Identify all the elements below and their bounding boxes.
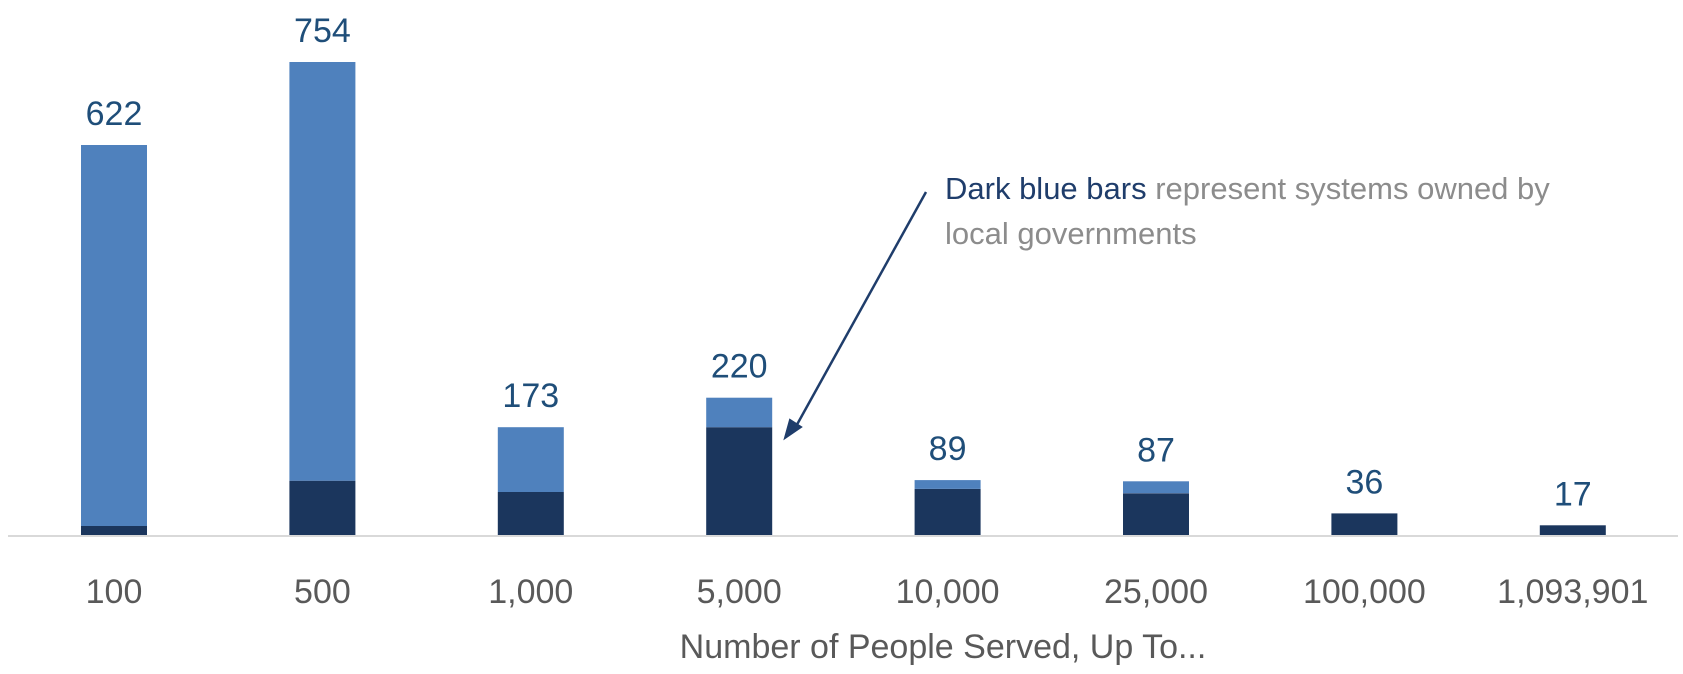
label-layer: 622 100 754 500 173 1,000 220 5,000 89 10,000 87 25…	[86, 12, 1649, 611]
bar-segment-local-government-3	[706, 427, 773, 536]
category-tick-label: 100,000	[1303, 573, 1426, 611]
bar-segment-other-4	[914, 480, 981, 489]
total-label: 622	[86, 95, 143, 133]
bar-segment-other-1	[289, 62, 356, 481]
bar-segment-local-government-0	[81, 525, 147, 536]
total-label: 17	[1554, 475, 1592, 513]
bar-segment-other-5	[1123, 481, 1189, 494]
total-label: 36	[1345, 463, 1383, 501]
total-label: 220	[711, 348, 768, 386]
annotation-rest: represent systems owned by local governm…	[945, 171, 1550, 251]
annotation-text: Dark blue bars represent systems owned b…	[945, 166, 1585, 256]
bar-segment-local-government-2	[497, 492, 564, 536]
bar-segment-other-3	[706, 397, 773, 428]
total-label: 87	[1137, 431, 1175, 469]
category-tick-label: 1,000	[488, 573, 573, 611]
bar-segment-other-2	[497, 427, 564, 492]
category-tick-label: 1,093,901	[1497, 573, 1648, 611]
category-tick-label: 10,000	[896, 573, 1000, 611]
bar-segment-local-government-4	[914, 488, 981, 536]
bar-segment-local-government-5	[1123, 493, 1189, 536]
category-tick-label: 5,000	[697, 573, 782, 611]
bar-layer	[81, 62, 1606, 536]
category-tick-label: 500	[294, 573, 351, 611]
total-label: 89	[929, 430, 967, 468]
bar-segment-local-government-7	[1539, 525, 1606, 536]
bar-segment-local-government-1	[289, 480, 356, 536]
annotation-highlight: Dark blue bars	[945, 171, 1147, 206]
bar-segment-local-government-6	[1331, 513, 1398, 536]
category-tick-label: 25,000	[1104, 573, 1208, 611]
bar-segment-other-0	[81, 145, 147, 526]
total-label: 173	[502, 377, 559, 415]
category-tick-label: 100	[86, 573, 143, 611]
total-label: 754	[294, 12, 351, 50]
x-axis-title: Number of People Served, Up To...	[680, 628, 1207, 666]
annotation-arrow	[783, 191, 928, 441]
